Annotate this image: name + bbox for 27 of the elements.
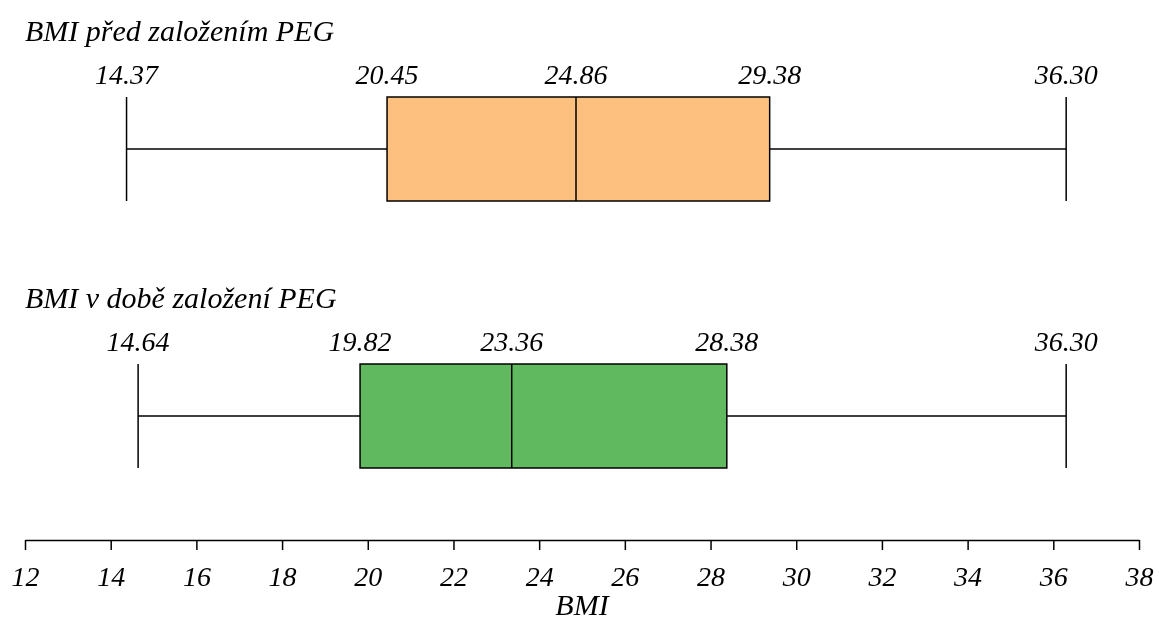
x-tick-label: 18 xyxy=(268,560,297,592)
x-tick-label: 38 xyxy=(1124,560,1154,592)
x-tick-label: 24 xyxy=(525,560,554,592)
text: 14.37 xyxy=(95,59,159,90)
x-tick-label: 12 xyxy=(11,560,40,592)
x-tick-label: 20 xyxy=(354,560,383,592)
text: 24.86 xyxy=(544,59,608,90)
x-tick-label: 16 xyxy=(182,560,211,592)
x-tick-label: 32 xyxy=(867,560,897,592)
text: 19.82 xyxy=(328,326,392,357)
x-tick-label: 34 xyxy=(953,560,983,592)
text: 20.45 xyxy=(355,59,419,90)
text: 14.64 xyxy=(106,326,170,357)
x-axis-title: BMI xyxy=(555,588,611,620)
text: 36.30 xyxy=(1034,59,1098,90)
text: 28.38 xyxy=(695,326,759,357)
text: 23.36 xyxy=(480,326,544,357)
x-tick-label: 14 xyxy=(97,560,126,592)
text: 29.38 xyxy=(738,59,802,90)
x-tick-label: 28 xyxy=(697,560,726,592)
x-tick-label: 22 xyxy=(439,560,468,592)
text: 36.30 xyxy=(1034,326,1098,357)
y-tick-label: BMI v době založení PEG xyxy=(25,281,337,314)
x-tick-label: 30 xyxy=(781,560,811,592)
x-tick-label: 36 xyxy=(1038,560,1068,592)
y-tick-label: BMI před založením PEG xyxy=(25,14,335,47)
x-tick-label: 26 xyxy=(611,560,640,592)
